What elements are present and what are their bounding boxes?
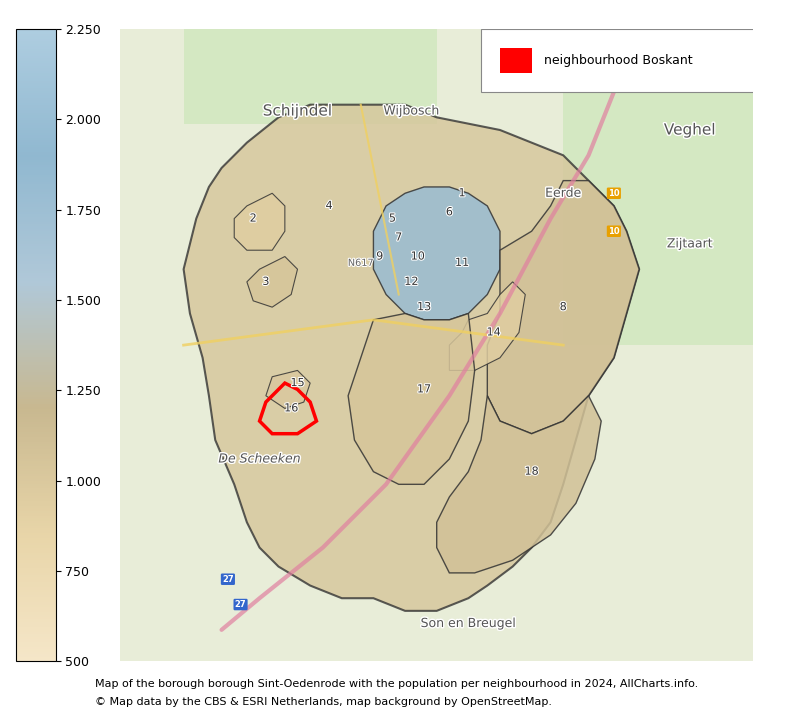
FancyBboxPatch shape [121,29,753,661]
Text: Wijbosch: Wijbosch [384,104,439,117]
Text: 5: 5 [389,214,396,224]
Text: 27: 27 [222,574,233,584]
Text: 12: 12 [404,277,418,287]
Polygon shape [234,193,285,250]
Text: 10: 10 [410,252,425,262]
Text: 7: 7 [395,232,403,242]
Text: Veghel: Veghel [664,122,715,137]
Text: Map of the borough borough Sint-Oedenrode with the population per neighbourhood : Map of the borough borough Sint-Oedenrod… [95,679,699,690]
Text: 15: 15 [291,378,305,388]
Text: 3: 3 [262,277,269,287]
Text: 9: 9 [376,252,384,262]
Polygon shape [266,370,310,408]
Text: © Map data by the CBS & ESRI Netherlands, map background by OpenStreetMap.: © Map data by the CBS & ESRI Netherlands… [95,697,553,707]
Text: 11: 11 [455,258,469,268]
Polygon shape [449,282,526,370]
Text: A50: A50 [653,62,675,72]
Polygon shape [183,29,437,124]
Text: 10: 10 [608,189,619,198]
Text: Zijtaart: Zijtaart [667,237,713,250]
FancyBboxPatch shape [481,29,765,92]
Text: 4: 4 [326,201,333,211]
Text: Schijndel: Schijndel [263,104,332,119]
Polygon shape [563,29,753,345]
Text: neighbourhood Boskant: neighbourhood Boskant [544,54,693,67]
Text: Son en Breugel: Son en Breugel [421,617,516,630]
Text: 14: 14 [487,327,501,337]
Polygon shape [488,180,639,434]
Polygon shape [437,395,601,573]
Bar [500,47,532,73]
Polygon shape [373,187,500,320]
Text: 18: 18 [525,467,538,477]
Text: 8: 8 [560,302,567,312]
Text: 16: 16 [284,403,299,413]
Text: 10: 10 [608,226,619,236]
Text: 2: 2 [249,214,256,224]
Text: 1: 1 [458,188,465,198]
Text: N617: N617 [348,258,374,268]
Text: 13: 13 [417,302,431,312]
Text: 27: 27 [235,600,246,609]
Text: 6: 6 [446,207,453,217]
Text: Eerde: Eerde [545,187,581,200]
Text: De Scheeken: De Scheeken [218,452,301,465]
Text: 17: 17 [417,385,431,395]
Polygon shape [247,257,298,307]
Polygon shape [183,105,639,611]
Polygon shape [348,313,475,485]
